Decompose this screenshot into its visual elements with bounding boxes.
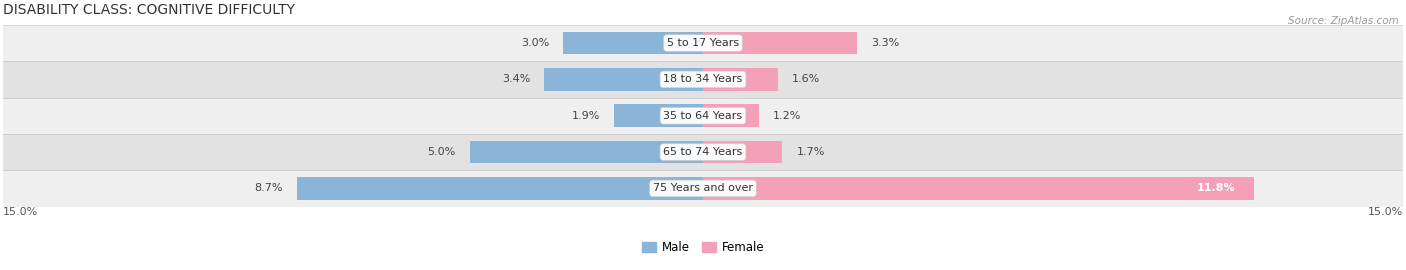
- Bar: [544, 68, 703, 91]
- Bar: [703, 32, 858, 54]
- Text: 3.4%: 3.4%: [502, 75, 530, 85]
- Text: 3.0%: 3.0%: [520, 38, 548, 48]
- Text: 8.7%: 8.7%: [254, 183, 283, 193]
- Legend: Male, Female: Male, Female: [637, 237, 769, 259]
- Text: 18 to 34 Years: 18 to 34 Years: [664, 75, 742, 85]
- Text: 1.6%: 1.6%: [792, 75, 820, 85]
- Text: Source: ZipAtlas.com: Source: ZipAtlas.com: [1288, 16, 1399, 26]
- Text: 75 Years and over: 75 Years and over: [652, 183, 754, 193]
- Text: 5.0%: 5.0%: [427, 147, 456, 157]
- Text: 15.0%: 15.0%: [3, 207, 38, 217]
- Bar: [3, 134, 1403, 170]
- Text: 65 to 74 Years: 65 to 74 Years: [664, 147, 742, 157]
- Bar: [3, 97, 1403, 134]
- Text: 11.8%: 11.8%: [1197, 183, 1234, 193]
- Bar: [614, 104, 703, 127]
- Bar: [703, 141, 782, 163]
- Text: 15.0%: 15.0%: [1368, 207, 1403, 217]
- Bar: [703, 68, 778, 91]
- Bar: [3, 170, 1403, 207]
- Bar: [562, 32, 703, 54]
- Text: 35 to 64 Years: 35 to 64 Years: [664, 111, 742, 121]
- Bar: [297, 177, 703, 200]
- Text: 5 to 17 Years: 5 to 17 Years: [666, 38, 740, 48]
- Text: DISABILITY CLASS: COGNITIVE DIFFICULTY: DISABILITY CLASS: COGNITIVE DIFFICULTY: [3, 3, 295, 17]
- Bar: [703, 177, 1254, 200]
- Bar: [470, 141, 703, 163]
- Bar: [3, 61, 1403, 97]
- Bar: [3, 25, 1403, 61]
- Text: 1.9%: 1.9%: [572, 111, 600, 121]
- Text: 1.7%: 1.7%: [796, 147, 825, 157]
- Text: 3.3%: 3.3%: [872, 38, 900, 48]
- Text: 1.2%: 1.2%: [773, 111, 801, 121]
- Bar: [703, 104, 759, 127]
